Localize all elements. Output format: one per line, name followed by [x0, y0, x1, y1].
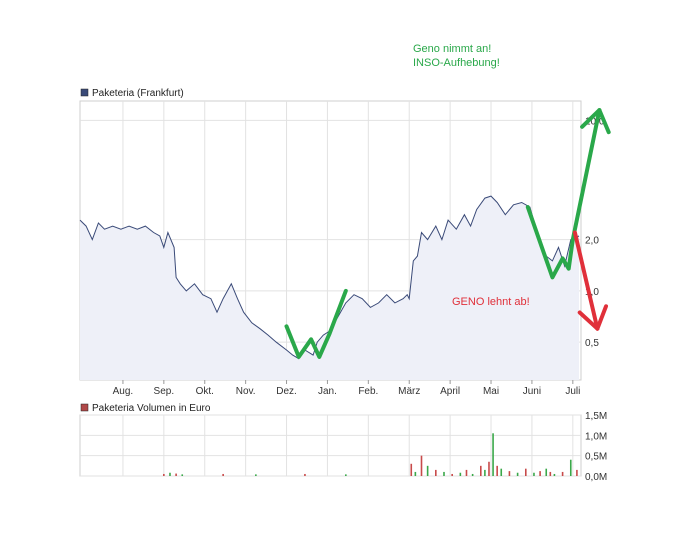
volume-bar: [181, 474, 184, 476]
volume-y-tick-label: 0,5M: [585, 452, 607, 463]
volume-bar: [169, 472, 171, 476]
volume-bar: [414, 471, 417, 476]
volume-bar: [163, 473, 165, 476]
volume-bar: [304, 473, 306, 476]
volume-bar: [484, 469, 486, 476]
price-line: [79, 195, 580, 360]
price-y-tick-label: 0,5: [585, 338, 599, 349]
price-legend-label: Paketeria (Frankfurt): [92, 88, 184, 99]
price-y-tick-label: 2,0: [585, 236, 599, 247]
price-x-tick-label: Juli: [565, 386, 580, 397]
volume-bar: [533, 472, 535, 476]
overlays: Geno nimmt an! INSO-Aufhebung! GENO lehn…: [284, 43, 611, 359]
price-x-tick-label: Aug.: [113, 386, 134, 397]
volume-plot-area: [79, 414, 582, 477]
price-legend-swatch: [80, 88, 89, 97]
volume-bar: [576, 469, 578, 476]
volume-bar: [459, 472, 462, 476]
volume-bar: [451, 473, 453, 476]
price-x-tick-label: Okt.: [196, 386, 214, 397]
price-x-tick-label: Feb.: [358, 386, 378, 397]
price-x-tick-label: Jan.: [318, 386, 337, 397]
red-fall-overlay: [572, 230, 600, 331]
price-x-tick-label: Mai: [483, 386, 499, 397]
volume-panel: 0,0M 0,5M 1,0M 1,5M Paketeria Volumen in Eu…: [79, 403, 607, 483]
volume-y-tick-label: 1,0M: [585, 431, 607, 442]
volume-legend-swatch: [80, 403, 89, 412]
price-x-tick-label: Dez.: [276, 386, 297, 397]
volume-bar: [500, 468, 503, 476]
green-arrowhead: [580, 108, 611, 135]
volume-bar: [471, 473, 474, 476]
volume-bar: [222, 473, 224, 476]
volume-y-tick-label: 0,0M: [585, 472, 607, 483]
volume-bar: [175, 473, 177, 476]
volume-bars: [163, 433, 578, 476]
price-x-tick-label: Nov.: [236, 386, 256, 397]
volume-bar: [553, 473, 556, 476]
price-x-ticks: Aug. Sep. Okt. Nov. Dez. Jan. Feb. März April Mai…: [113, 380, 580, 397]
green-w-overlay: [284, 288, 348, 359]
volume-bar: [492, 433, 494, 476]
price-area-fill: [80, 196, 579, 380]
volume-bar: [549, 471, 552, 476]
annotation-geno-accepts-line2: INSO-Aufhebung!: [413, 57, 500, 69]
volume-bar: [255, 474, 257, 476]
volume-bar: [480, 465, 482, 476]
price-y-tick-label: 1,0: [585, 287, 599, 298]
price-x-tick-label: Sep.: [154, 386, 175, 397]
annotation-geno-accepts-line1: Geno nimmt an!: [413, 43, 491, 55]
price-x-tick-label: Juni: [523, 386, 541, 397]
price-panel: 0,51,02,010,0 Aug. Sep. Okt. Nov. Dez. Jan. Fe…: [79, 88, 605, 397]
volume-bar: [524, 468, 527, 476]
green-rally-overlay: [525, 108, 602, 280]
volume-bar: [488, 461, 490, 476]
volume-bar: [516, 472, 519, 476]
volume-bar: [345, 474, 347, 476]
volume-bar: [508, 471, 511, 476]
volume-bar: [569, 459, 572, 476]
volume-y-ticks: 0,0M 0,5M 1,0M 1,5M: [585, 411, 607, 483]
red-arrowhead: [577, 304, 608, 331]
volume-bar: [561, 471, 564, 476]
volume-bar: [420, 455, 423, 476]
volume-bar: [443, 471, 445, 476]
annotation-geno-rejects: GENO lehnt ab!: [452, 296, 530, 308]
volume-bar: [465, 469, 468, 476]
volume-bar: [435, 469, 437, 476]
volume-bar: [426, 465, 429, 476]
volume-legend-label: Paketeria Volumen in Euro: [92, 403, 211, 414]
volume-bar: [496, 465, 498, 476]
volume-y-tick-label: 1,5M: [585, 411, 607, 422]
volume-bar: [545, 468, 548, 476]
price-x-tick-label: April: [440, 386, 460, 397]
price-x-tick-label: März: [398, 386, 420, 397]
volume-bar: [410, 463, 413, 476]
volume-bar: [539, 471, 541, 476]
